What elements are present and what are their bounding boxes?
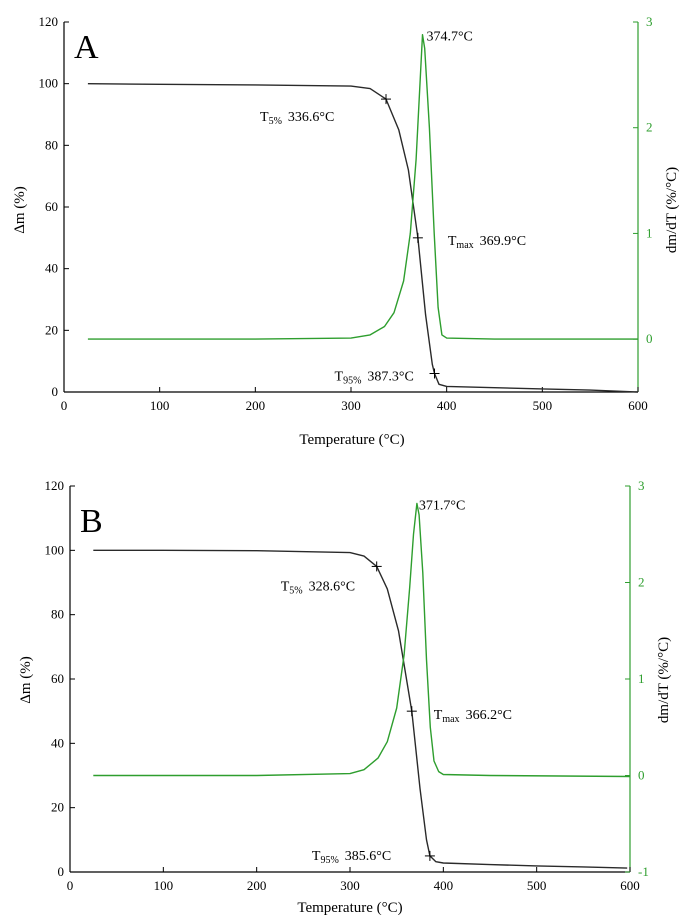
y-tick-label: 60 [45,199,58,214]
y-tick-label: 60 [51,671,64,686]
annotation-label: 371.7°C [419,498,465,513]
y2-tick-label: 0 [638,768,645,783]
chart-panel-b: B Temperature (°C) Δm (%) dm/dT (%/°C) 0… [18,478,672,915]
y-axis-label: Δm (%) [18,656,34,704]
annotation-label: T95% 385.6°C [312,849,391,866]
y-tick-label: 100 [45,542,65,557]
x-tick-label: 300 [340,878,360,893]
x-tick-label: 100 [150,398,170,413]
annotation-label: Tmax 366.2°C [434,708,512,725]
mass-loss-curve [93,549,628,869]
y-tick-label: 80 [51,607,64,622]
annotation-label: T95% 387.3°C [335,370,414,387]
x-axis-label: Temperature (°C) [299,432,404,448]
y2-tick-label: 2 [638,575,645,590]
panel-label: B [80,503,103,540]
x-axis-label: Temperature (°C) [297,900,402,915]
x-tick-label: 200 [246,398,266,413]
y-tick-label: 120 [45,478,65,493]
y-tick-label: 100 [39,76,59,91]
y-tick-label: 0 [58,864,65,879]
annotation-label: T5% 336.6°C [260,110,334,127]
x-tick-label: 100 [154,878,174,893]
dtg-curve [93,502,631,778]
y-tick-label: 20 [45,322,58,337]
dtg-curve [87,34,638,340]
y2-tick-label: 0 [646,331,653,346]
y-axis-label: Δm (%) [12,186,28,234]
x-tick-label: 300 [341,398,361,413]
x-tick-label: 0 [67,878,74,893]
annotation-label: Tmax 369.9°C [448,234,526,251]
y2-tick-label: 1 [638,671,645,686]
y-tick-label: 120 [39,14,59,29]
y-tick-label: 0 [52,384,59,399]
y2-tick-label: 3 [638,478,645,493]
y-tick-label: 40 [45,261,58,276]
y2-tick-label: 1 [646,225,653,240]
mass-loss-curve [87,83,639,393]
y2-tick-label: 3 [646,14,653,29]
x-tick-label: 500 [527,878,547,893]
x-tick-label: 600 [620,878,640,893]
y-tick-label: 40 [51,735,64,750]
annotation-label: T5% 328.6°C [281,579,355,596]
y-tick-label: 80 [45,137,58,152]
x-tick-label: 0 [61,398,68,413]
x-tick-label: 500 [533,398,553,413]
chart-panel-a: A Temperature (°C) Δm (%) dm/dT (%/°C) 0… [12,14,680,448]
panel-label: A [74,29,99,66]
y2-tick-label: -1 [638,864,649,879]
y2-tick-label: 2 [646,120,653,135]
y2-axis-label: dm/dT (%/°C) [656,637,672,723]
x-tick-label: 600 [628,398,648,413]
x-tick-label: 400 [434,878,454,893]
y-tick-label: 20 [51,800,64,815]
x-tick-label: 200 [247,878,267,893]
annotation-label: 374.7°C [426,30,472,45]
x-tick-label: 400 [437,398,457,413]
y2-axis-label: dm/dT (%/°C) [664,167,680,253]
